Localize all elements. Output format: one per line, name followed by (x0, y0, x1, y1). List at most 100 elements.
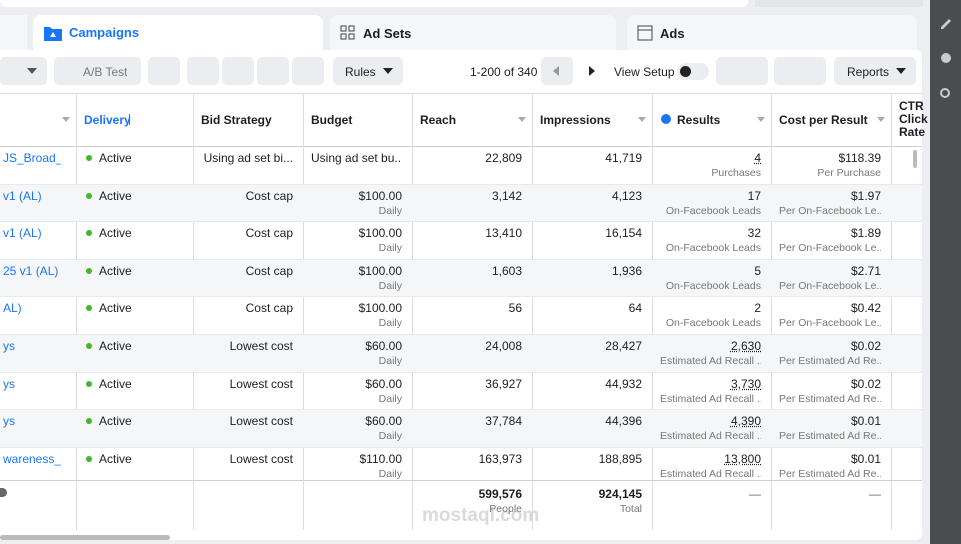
delivery-cell: Active (99, 301, 132, 316)
budget-cell: $100.00 (358, 301, 402, 316)
budget-cell: $100.00 (358, 226, 402, 241)
prev-button[interactable] (541, 57, 573, 85)
name-cell: ys (3, 376, 15, 391)
ab-test-button[interactable]: A/B Test (54, 57, 141, 85)
sort-caret (638, 117, 646, 122)
export-button[interactable] (257, 57, 289, 85)
sort-arrow (129, 114, 130, 125)
scrollbar[interactable] (0, 535, 170, 540)
tab-label: Ads (660, 26, 685, 41)
results-cell: 2,630 (730, 339, 761, 353)
dropdown[interactable] (0, 57, 47, 85)
name-cell: v1 (AL) (3, 188, 42, 203)
results-cell: 5 (754, 263, 761, 278)
row-shade (0, 259, 922, 297)
results-subtext: On-Facebook Leads (665, 317, 761, 330)
name-cell: JS_Broad_... (3, 151, 61, 165)
bid-strategy-cell: Lowest cost (229, 414, 293, 429)
results-subtext: On-Facebook Leads (665, 242, 761, 255)
rules-button[interactable]: Rules (333, 57, 403, 85)
cost-subtext: Per Estimated Ad Re... (779, 355, 881, 367)
tag-button[interactable] (292, 57, 324, 85)
view-setup-toggle[interactable] (677, 63, 709, 80)
cost-cell: $0.01 (850, 451, 881, 466)
budget-subtext: Daily (378, 317, 402, 330)
breakdown-button[interactable] (774, 57, 826, 85)
name-cell: 25 v1 (AL) (3, 263, 59, 278)
column-divider (771, 94, 772, 530)
budget-subtext: Daily (378, 430, 402, 443)
reach-cell: 163,973 (478, 451, 522, 466)
reach-cell: 3,142 (491, 188, 522, 203)
budget-cell: $100.00 (358, 188, 402, 203)
delivery-cell: Active (99, 451, 132, 466)
budget-cell: $60.00 (365, 376, 402, 391)
budget-cell: $100.00 (358, 263, 402, 278)
tab-label: Ad Sets (363, 26, 412, 41)
column-header: Reach (420, 113, 457, 127)
column-header: Delivery (84, 113, 131, 127)
tab-campaigns[interactable]: Campaigns (33, 15, 323, 55)
column-header: Bid Strategy (201, 113, 272, 127)
reports-button[interactable]: Reports (834, 57, 916, 85)
name-cell: ys (3, 339, 15, 353)
results-cell: 13,800 (724, 451, 761, 466)
cost-subtext: Per Purchase (817, 167, 881, 179)
column-divider (412, 94, 413, 530)
results-cell: 32 (747, 226, 761, 241)
delete-button[interactable] (222, 57, 254, 85)
budget-cell: $110.00 (359, 451, 403, 466)
tab-ads[interactable]: Ads (627, 15, 917, 50)
cost-subtext: Per On-Facebook Le... (779, 317, 881, 330)
status-dot (86, 455, 92, 462)
total-reach: 599,576 (478, 487, 522, 501)
cost-cell: $0.42 (850, 301, 881, 316)
undo-button[interactable] (187, 57, 219, 85)
tab-adsets[interactable]: Ad Sets (330, 15, 616, 50)
delivery-cell: Active (99, 188, 132, 203)
copy-button[interactable] (148, 57, 180, 85)
impressions-cell: 44,932 (605, 376, 642, 391)
total-impressions: 924,145 (598, 487, 642, 501)
sort-caret (877, 117, 885, 122)
info-icon (0, 488, 7, 497)
info-icon (661, 114, 671, 124)
total-impressions-subtext: Total (619, 503, 642, 515)
delivery-cell: Active (99, 151, 132, 165)
cost-cell: $2.71 (850, 263, 881, 278)
pagination: 1-200 of 340 (470, 65, 538, 79)
budget-subtext: Daily (378, 242, 402, 255)
impressions-cell: 16,154 (605, 226, 642, 241)
total-reach-subtext: People (489, 503, 522, 515)
footer-rule (0, 480, 922, 481)
delivery-cell: Active (99, 376, 132, 391)
bid-strategy-cell: Cost cap (245, 263, 293, 278)
cost-subtext: Per On-Facebook Le... (779, 204, 881, 217)
bid-strategy-cell: Using ad set bi... (203, 151, 293, 165)
results-subtext: Estimated Ad Recall ... (660, 392, 761, 405)
status-dot (86, 155, 92, 161)
bid-strategy-cell: Cost cap (245, 301, 293, 316)
cost-subtext: Per On-Facebook Le... (779, 242, 881, 255)
total-cost: — (869, 487, 881, 501)
watermark: mostaql.com (422, 505, 540, 526)
budget-subtext: Daily (378, 392, 402, 405)
sidebar-icons (940, 19, 951, 98)
header-top-rule (0, 93, 922, 94)
column-header: Results (677, 113, 721, 127)
cost-cell: $0.01 (850, 414, 881, 429)
header-bottom-rule (0, 146, 922, 147)
impressions-cell: 4,123 (611, 188, 642, 203)
results-cell: 4 (754, 151, 761, 165)
bid-strategy-cell: Lowest cost (229, 376, 293, 391)
next-button[interactable] (579, 57, 607, 85)
columns-button[interactable] (716, 57, 768, 85)
results-cell: 3,730 (730, 376, 761, 391)
reach-cell: 22,809 (485, 151, 522, 165)
column-divider (76, 94, 77, 530)
v-scrollbar[interactable] (913, 150, 917, 168)
reach-cell: 56 (508, 301, 522, 316)
results-cell: 17 (747, 188, 761, 203)
column-divider (303, 94, 304, 530)
